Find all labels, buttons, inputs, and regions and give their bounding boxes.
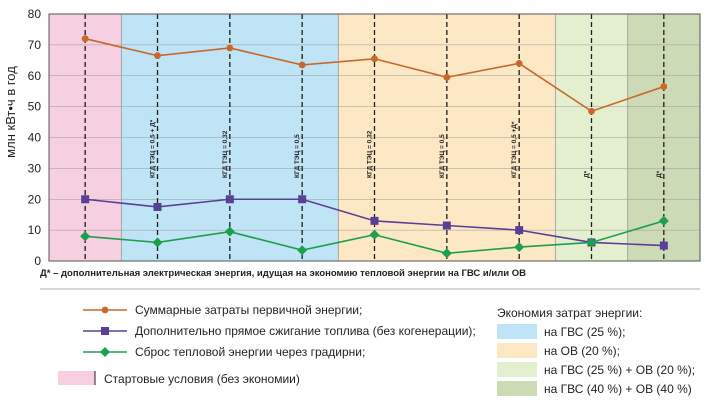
data-point [442,221,451,230]
legend-series: Суммарные затраты первичной энергии; Допо… [83,303,476,359]
data-point [154,52,161,60]
point-label: КГД ТЭЦ = 0,5 + Д* [150,119,157,178]
data-point [369,229,380,240]
legend-savings-title: Экономия затрат энергии: [497,306,642,320]
data-point [660,83,668,90]
y-axis-label: млн кВт•ч в год [3,66,18,158]
legend-label-1: Дополнительно прямое сжигание топлива (б… [135,324,476,338]
data-point [515,60,523,67]
y-tick-label: 20 [28,192,42,206]
data-point [658,215,669,226]
data-point [225,195,234,204]
point-label: КГД ТЭЦ = 0,32 [222,130,229,178]
plot-frame [48,13,701,262]
data-point [298,195,307,204]
legend-label-4: на ГВС (40 %) + ОВ (40 %) [544,382,692,396]
point-label: КГД ТЭЦ = 0,32 [367,130,374,178]
legend-label-start: Стартовые условия (без экономии) [104,372,300,386]
data-point [514,242,525,253]
legend-swatch-1 [497,324,537,339]
y-tick-label: 40 [28,131,42,145]
legend-marker-1 [101,327,109,335]
data-point [224,226,235,237]
data-point [226,44,234,52]
series-0 [81,35,668,115]
legend-swatch-3 [497,362,537,377]
y-tick-label: 0 [34,254,41,268]
data-point [515,226,524,235]
y-tick-label: 70 [28,38,42,52]
point-label: КГД ТЭЦ = 0,5 [294,134,301,178]
legend-marker-2 [100,347,110,357]
legend-label-1: на ГВС (25 %); [544,325,625,339]
point-label: КГД ТЭЦ = 0,5 +Д* [511,121,518,178]
legend-label-0: Суммарные затраты первичной энергии; [135,303,362,317]
point-label: КГД ТЭЦ = 0,5 [439,134,446,178]
series-group [80,35,669,259]
data-point [441,248,452,259]
legend-swatch-4 [497,381,537,396]
data-point [659,241,668,250]
y-axis: 0 10 20 30 40 50 60 70 80 [28,7,42,268]
data-point [81,195,90,204]
footnote: Д* – дополнительная электрическая энерги… [40,268,526,279]
legend-swatch-start [58,371,95,385]
data-point [588,107,595,115]
y-tick-label: 30 [28,161,42,175]
data-point [370,216,379,225]
legend-marker-0 [101,306,109,314]
y-tick-label: 80 [28,7,42,21]
data-point [81,35,89,43]
data-point [443,73,451,81]
legend-label-2: на ОВ (20 %); [544,344,620,358]
data-point [80,231,91,242]
data-point [153,202,162,211]
series-2 [80,215,669,259]
point-labels: КГД ТЭЦ = 0,5 + Д* КГД ТЭЦ = 0,32 КГД ТЭЦ … [150,119,663,178]
legend-label-3: на ГВС (25 %) + ОВ (20 %); [544,363,695,377]
data-point [371,55,378,63]
legend-label-2: Сброс тепловой энергии через градирни; [135,345,365,359]
data-point [152,237,163,248]
point-label: Д* [656,170,663,178]
y-tick-label: 50 [28,100,42,114]
data-point [298,61,306,69]
y-tick-label: 10 [28,223,42,237]
point-label: Д* [584,170,591,178]
y-tick-label: 60 [28,69,42,83]
legend-start-conditions: Стартовые условия (без экономии) [58,371,300,386]
data-point [297,245,308,256]
legend-savings: на ГВС (25 %); на ОВ (20 %); на ГВС (25 %)… [497,324,695,396]
data-point [586,237,597,248]
legend-swatch-2 [497,343,537,358]
